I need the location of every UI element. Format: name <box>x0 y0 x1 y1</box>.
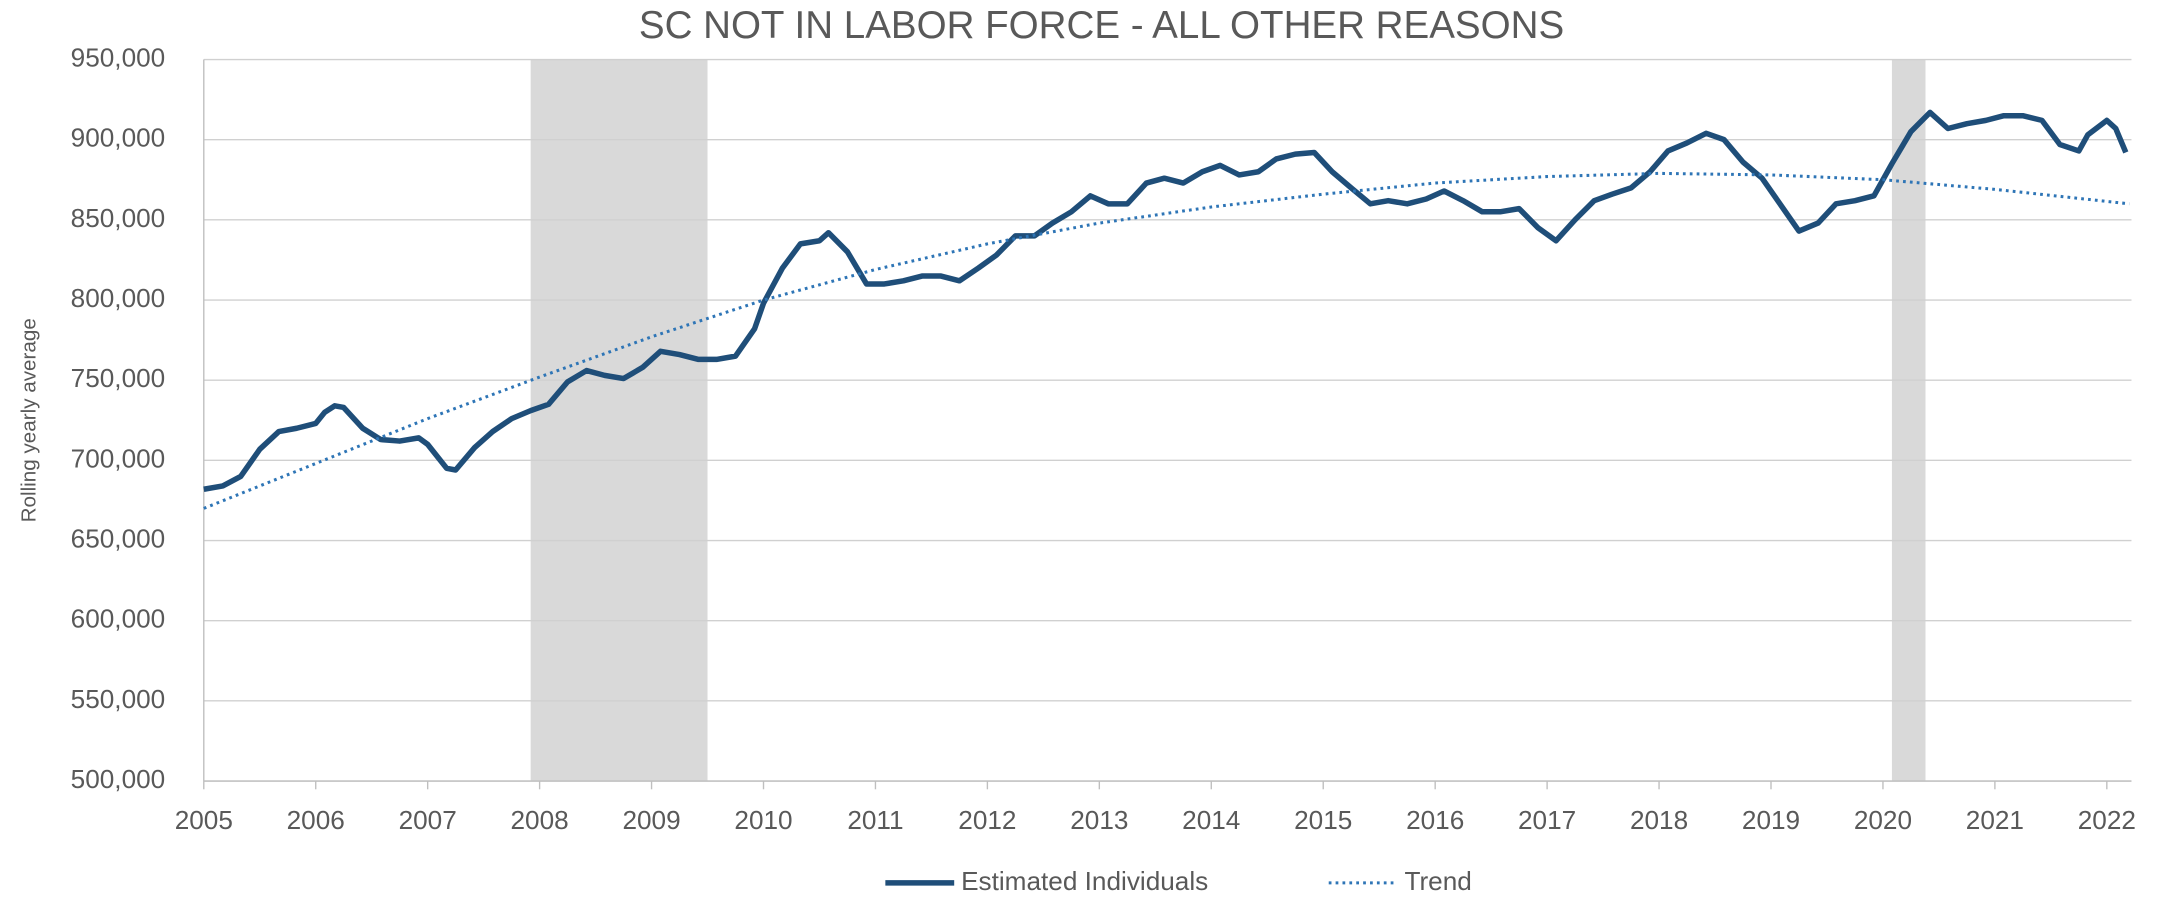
x-tick-label: 2019 <box>1742 805 1800 835</box>
y-tick-label: 600,000 <box>71 604 166 634</box>
x-tick-label: 2014 <box>1182 805 1240 835</box>
y-tick-label: 750,000 <box>71 363 166 393</box>
legend-label: Trend <box>1404 866 1471 896</box>
x-tick-label: 2016 <box>1406 805 1464 835</box>
x-tick-label: 2005 <box>175 805 233 835</box>
y-tick-label: 650,000 <box>71 523 166 553</box>
y-tick-label: 950,000 <box>71 42 166 72</box>
x-tick-label: 2012 <box>958 805 1016 835</box>
recession-band <box>1891 59 1926 782</box>
x-tick-label: 2018 <box>1630 805 1688 835</box>
chart-title: SC NOT IN LABOR FORCE - ALL OTHER REASON… <box>639 4 1564 47</box>
trend-line <box>203 171 2130 510</box>
y-axis-label: Rolling yearly average <box>18 318 41 522</box>
y-tick-label: 850,000 <box>71 203 166 233</box>
x-tick-label: 2022 <box>2078 805 2136 835</box>
x-tick-label: 2015 <box>1294 805 1352 835</box>
y-tick-label: 700,000 <box>71 443 166 473</box>
x-tick-label: 2009 <box>622 805 680 835</box>
y-tick-label: 800,000 <box>71 283 166 313</box>
recession-band <box>530 59 708 782</box>
x-tick-label: 2021 <box>1966 805 2024 835</box>
x-tick-label: 2013 <box>1070 805 1128 835</box>
x-tick-label: 2008 <box>511 805 569 835</box>
y-tick-label: 500,000 <box>71 764 166 794</box>
x-tick-label: 2007 <box>399 805 457 835</box>
x-tick-label: 2010 <box>734 805 792 835</box>
series-line <box>203 109 2129 492</box>
x-tick-label: 2020 <box>1854 805 1912 835</box>
y-tick-label: 900,000 <box>71 123 166 153</box>
x-tick-label: 2006 <box>287 805 345 835</box>
x-tick-label: 2011 <box>847 805 903 835</box>
x-tick-label: 2017 <box>1518 805 1576 835</box>
y-tick-label: 550,000 <box>71 684 166 714</box>
legend-label: Estimated Individuals <box>961 866 1208 896</box>
